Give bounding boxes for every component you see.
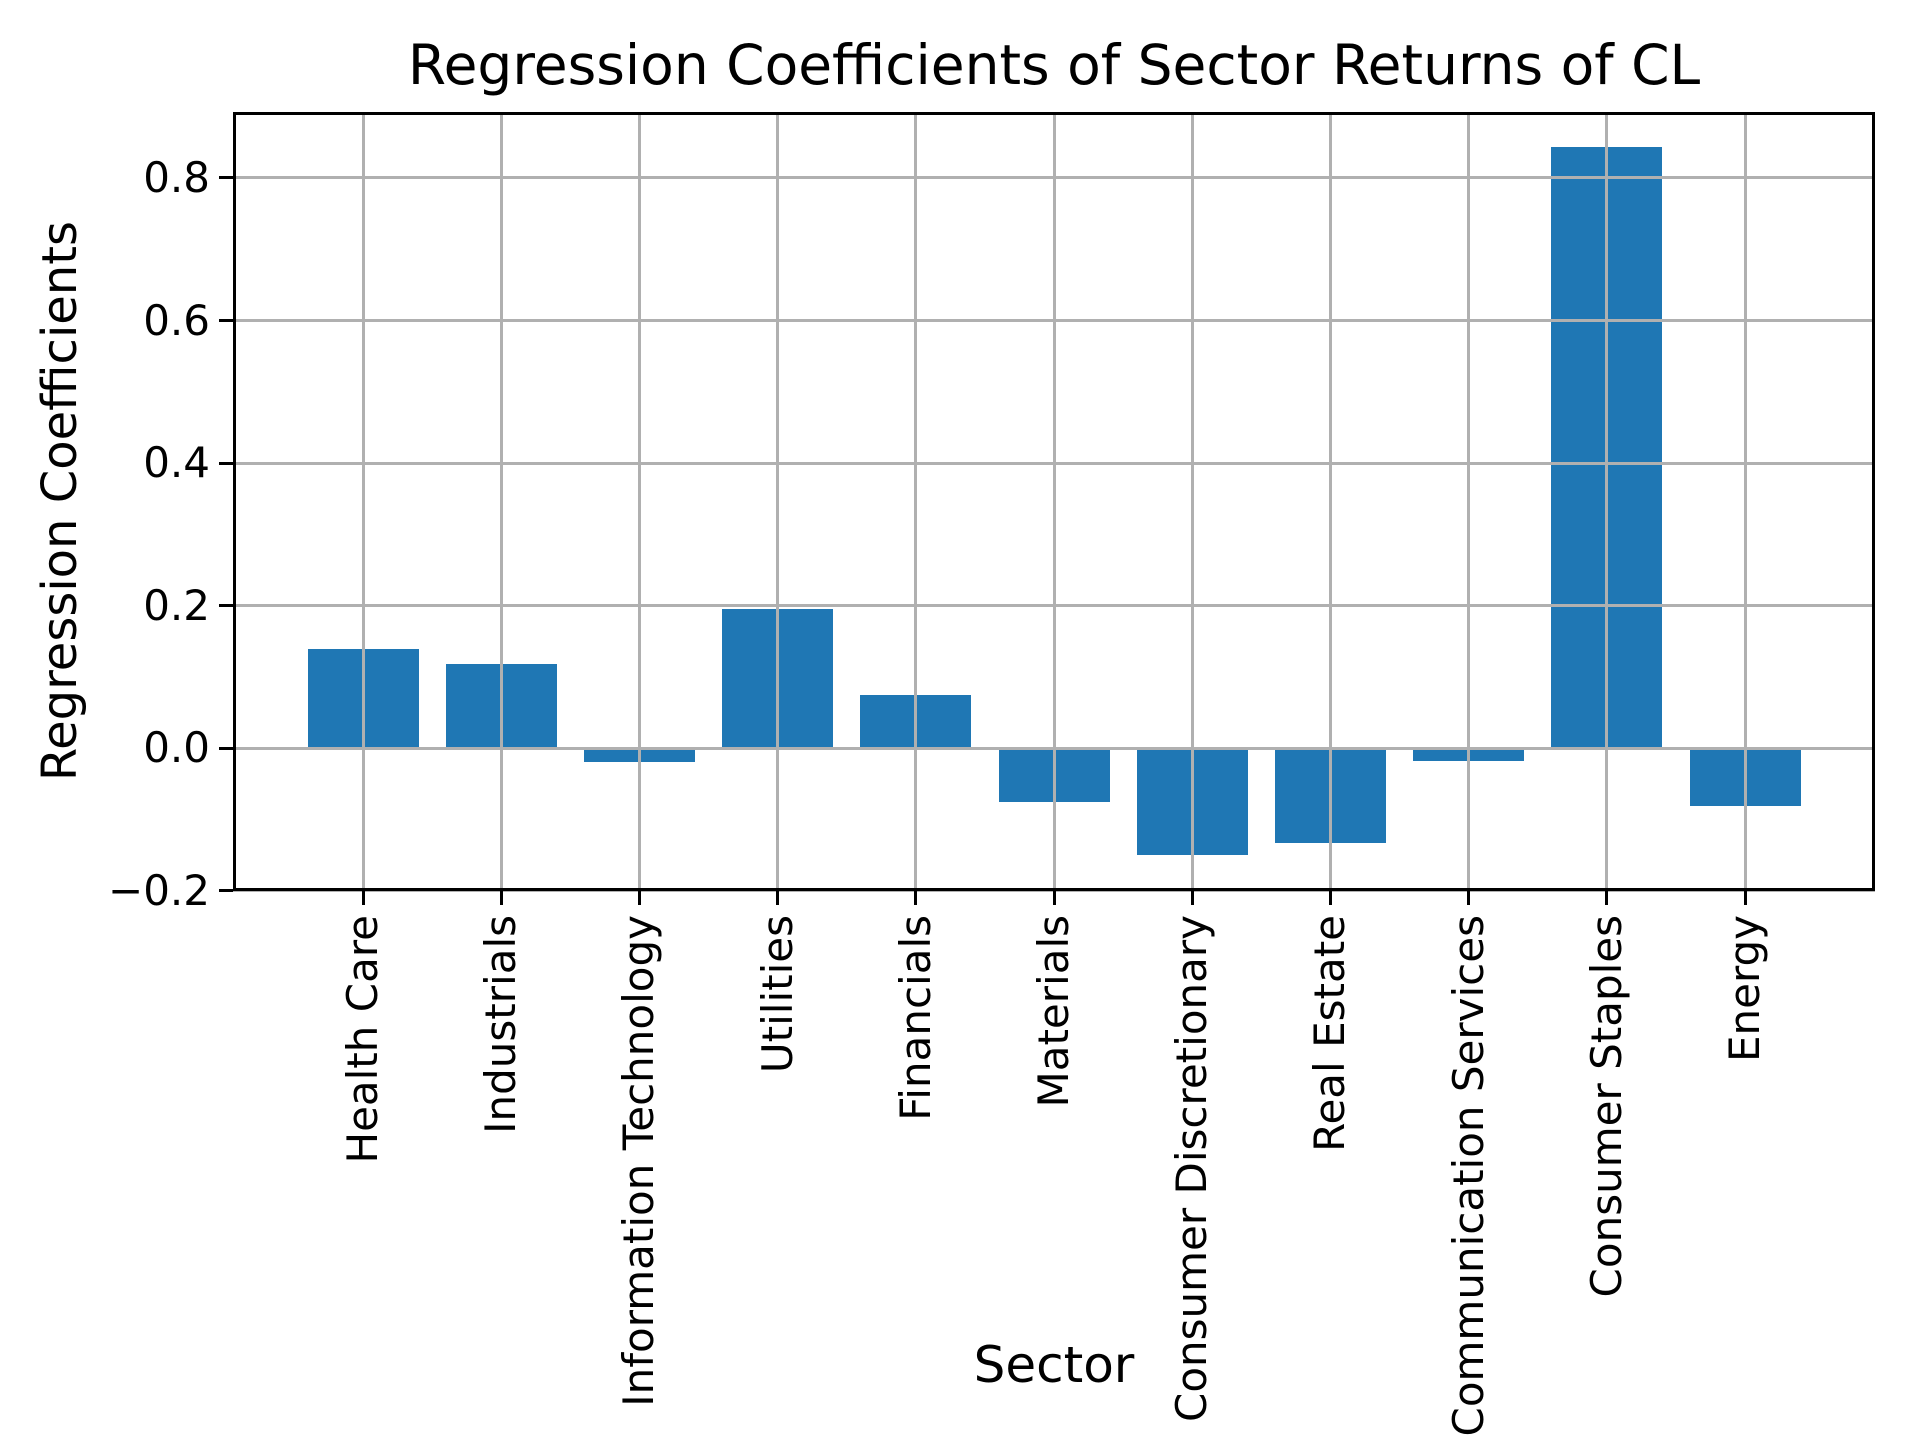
gridline-x-industrials bbox=[499, 112, 503, 891]
gridline-x-energy bbox=[1743, 112, 1747, 891]
y-tick-label-−0.2: −0.2 bbox=[108, 865, 210, 915]
x-tick-financials bbox=[914, 891, 918, 905]
x-tick-information-technology bbox=[637, 891, 641, 905]
gridline-x-real-estate bbox=[1328, 112, 1332, 891]
gridline-x-utilities bbox=[776, 112, 780, 891]
x-tick-communication-services bbox=[1467, 891, 1471, 905]
x-tick-label-text-energy: Energy bbox=[1720, 915, 1769, 1063]
x-tick-label-text-communication-services: Communication Services bbox=[1443, 915, 1493, 1437]
x-tick-utilities bbox=[776, 891, 780, 905]
y-tick-0.0 bbox=[219, 746, 233, 750]
y-tick-0.4 bbox=[219, 461, 233, 465]
y-tick-0.2 bbox=[219, 604, 233, 608]
gridline-x-materials bbox=[1052, 112, 1056, 891]
x-tick-label-text-health-care: Health Care bbox=[338, 915, 387, 1164]
y-tick-−0.2 bbox=[219, 889, 233, 893]
y-tick-label-0.6: 0.6 bbox=[143, 295, 210, 345]
x-tick-label-text-consumer-staples: Consumer Staples bbox=[1581, 915, 1631, 1298]
y-tick-0.6 bbox=[219, 319, 233, 322]
x-tick-industrials bbox=[499, 891, 503, 905]
x-tick-consumer-discretionary bbox=[1190, 891, 1194, 905]
x-tick-materials bbox=[1052, 891, 1056, 905]
x-tick-label-text-utilities: Utilities bbox=[752, 915, 802, 1074]
x-tick-label-text-materials: Materials bbox=[1029, 915, 1078, 1108]
gridline-x-information-technology bbox=[637, 112, 641, 891]
gridline-x-health-care bbox=[361, 112, 365, 891]
x-tick-health-care bbox=[361, 891, 365, 905]
x-axis-label: Sector bbox=[973, 1336, 1135, 1394]
x-tick-label-text-real-estate: Real Estate bbox=[1305, 915, 1355, 1152]
x-tick-label-text-industrials: Industrials bbox=[476, 915, 526, 1134]
gridline-x-financials bbox=[914, 112, 918, 891]
x-tick-label-text-financials: Financials bbox=[890, 915, 940, 1121]
gridline-x-consumer-discretionary bbox=[1190, 112, 1194, 891]
gridline-x-consumer-staples bbox=[1605, 112, 1609, 891]
y-tick-label-0.8: 0.8 bbox=[143, 152, 210, 202]
x-tick-consumer-staples bbox=[1605, 891, 1609, 905]
y-tick-0.8 bbox=[219, 176, 233, 180]
x-tick-real-estate bbox=[1328, 891, 1332, 905]
y-tick-label-0.4: 0.4 bbox=[143, 438, 210, 487]
y-tick-label-0.2: 0.2 bbox=[143, 580, 210, 630]
y-tick-label-0.0: 0.0 bbox=[143, 723, 210, 773]
x-tick-label-text-information-technology: Information Technology bbox=[614, 915, 664, 1407]
x-tick-label-text-consumer-discretionary: Consumer Discretionary bbox=[1167, 915, 1217, 1422]
gridline-x-communication-services bbox=[1467, 112, 1471, 891]
chart-title: Regression Coefficients of Sector Return… bbox=[407, 33, 1701, 97]
x-tick-energy bbox=[1743, 891, 1747, 905]
